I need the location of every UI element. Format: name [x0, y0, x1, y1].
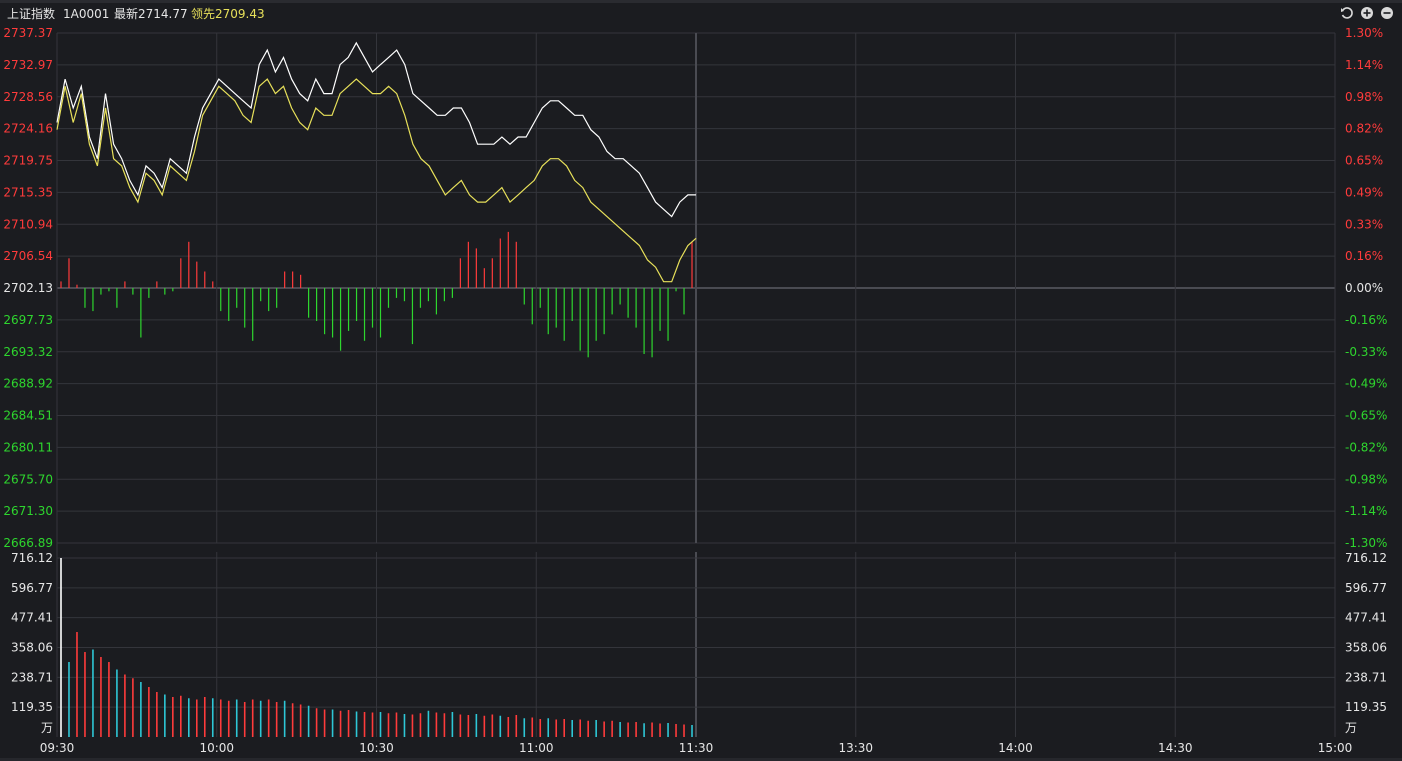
price-tick-label: 2710.94: [3, 217, 53, 231]
price-tick-label: 2737.37: [3, 26, 53, 40]
price-tick-label: 2697.73: [3, 313, 53, 327]
lead-price: 领先2709.43: [191, 7, 265, 21]
refresh-icon[interactable]: [1340, 6, 1354, 20]
time-tick-label: 14:00: [998, 741, 1033, 755]
time-tick-label: 15:00: [1318, 741, 1353, 755]
last-price: 最新2714.77: [114, 7, 188, 21]
volume-tick-label-right: 119.35: [1345, 700, 1387, 714]
volume-tick-label: 716.12: [11, 551, 53, 565]
time-tick-label: 13:30: [838, 741, 873, 755]
price-tick-label: 2675.70: [3, 472, 53, 486]
pct-tick-label: 0.00%: [1345, 281, 1383, 295]
time-tick-label: 09:30: [40, 741, 75, 755]
pct-tick-label: 0.98%: [1345, 90, 1383, 104]
time-tick-label: 10:30: [359, 741, 394, 755]
pct-tick-label: -0.65%: [1345, 409, 1387, 423]
plus-circle-icon[interactable]: [1360, 6, 1374, 20]
bottom-strip: [0, 758, 1402, 761]
volume-tick-label: 358.06: [11, 641, 53, 655]
price-tick-label: 2688.92: [3, 377, 53, 391]
time-tick-label: 11:00: [519, 741, 554, 755]
volume-tick-label: 238.71: [11, 670, 53, 684]
pct-tick-label: -0.82%: [1345, 440, 1387, 454]
pct-tick-label: 0.82%: [1345, 122, 1383, 136]
volume-tick-label-right: 716.12: [1345, 551, 1387, 565]
volume-unit-label: 万: [41, 721, 53, 735]
volume-tick-label: 477.41: [11, 611, 53, 625]
index-code: 1A0001: [63, 7, 110, 21]
pct-tick-label: 1.14%: [1345, 58, 1383, 72]
time-tick-label: 10:00: [199, 741, 234, 755]
price-tick-label: 2671.30: [3, 504, 53, 518]
volume-tick-label-right: 238.71: [1345, 670, 1387, 684]
pct-tick-label: 0.65%: [1345, 154, 1383, 168]
price-tick-label: 2693.32: [3, 345, 53, 359]
volume-tick-label-right: 477.41: [1345, 611, 1387, 625]
pct-tick-label: -1.30%: [1345, 536, 1387, 550]
lead-line: [56, 78, 697, 283]
pct-tick-label: -0.33%: [1345, 345, 1387, 359]
volume-tick-label: 596.77: [11, 581, 53, 595]
price-tick-label: 2715.35: [3, 185, 53, 199]
volume-unit-label-right: 万: [1345, 721, 1357, 735]
price-tick-label: 2732.97: [3, 58, 53, 72]
price-tick-label: 2706.54: [3, 249, 53, 263]
price-tick-label: 2724.16: [3, 122, 53, 136]
top-strip: [0, 0, 1402, 3]
price-tick-label: 2702.13: [3, 281, 53, 295]
price-line: [56, 41, 696, 218]
pct-tick-label: -0.98%: [1345, 472, 1387, 486]
volume-tick-label-right: 596.77: [1345, 581, 1387, 595]
price-tick-label: 2680.11: [3, 440, 53, 454]
minus-circle-icon[interactable]: [1380, 6, 1394, 20]
price-tick-label: 2719.75: [3, 154, 53, 168]
time-tick-label: 14:30: [1158, 741, 1193, 755]
pct-tick-label: 0.49%: [1345, 185, 1383, 199]
pct-tick-label: 0.16%: [1345, 249, 1383, 263]
pct-tick-label: 0.33%: [1345, 217, 1383, 231]
volume-tick-label: 119.35: [11, 700, 53, 714]
pct-tick-label: -1.14%: [1345, 504, 1387, 518]
price-tick-label: 2684.51: [3, 409, 53, 423]
price-tick-label: 2728.56: [3, 90, 53, 104]
time-tick-label: 11:30: [679, 741, 714, 755]
pct-tick-label: -0.16%: [1345, 313, 1387, 327]
price-tick-label: 2666.89: [3, 536, 53, 550]
pct-tick-label: -0.49%: [1345, 377, 1387, 391]
header-bar: 上证指数 1A0001 最新2714.77 领先2709.43: [0, 4, 1402, 24]
volume-tick-label-right: 358.06: [1345, 641, 1387, 655]
pct-tick-label: 1.30%: [1345, 26, 1383, 40]
index-name: 上证指数: [7, 7, 56, 21]
